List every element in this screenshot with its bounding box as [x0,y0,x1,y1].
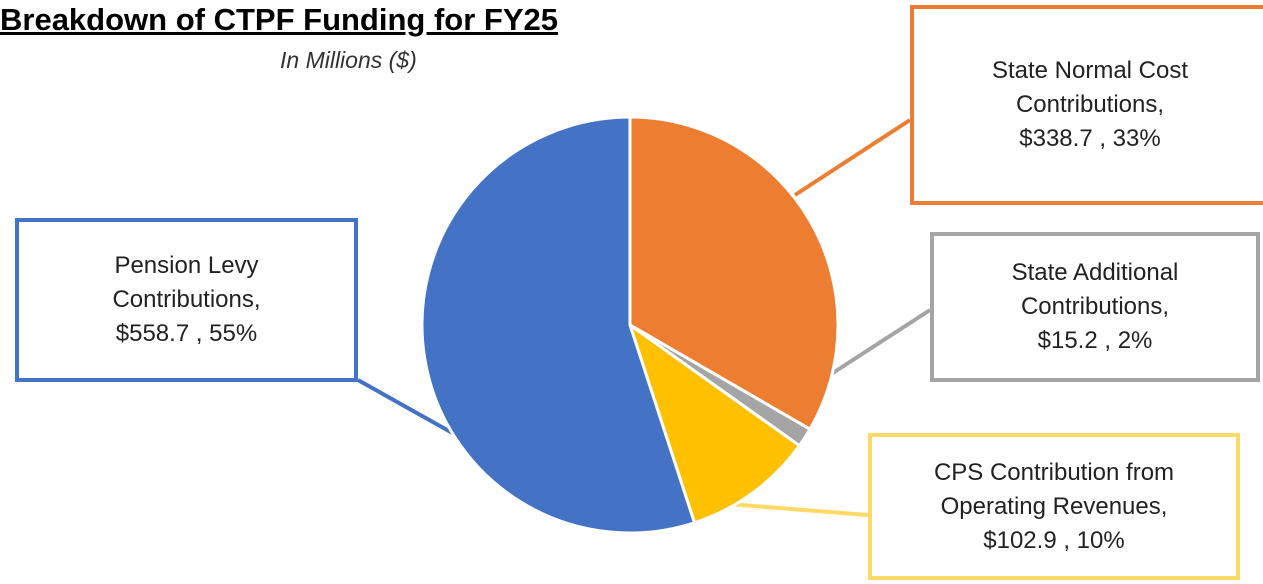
category-label: State Additional Contributions, [1011,259,1179,320]
pie-slice [628,115,840,432]
chart-title: Breakdown of CTPF Funding for FY25 [0,2,558,37]
pie-slice [420,115,697,535]
category-label: Pension Levy Contributions, [112,252,261,313]
label-box: State Normal Cost Contributions, $338.7 ,… [910,5,1263,205]
leader-line [793,118,912,197]
pie-slice [627,321,802,525]
leader-line [820,308,932,382]
category-label: CPS Contribution from Operating Revenues… [933,458,1175,520]
value-label: $338.7 , 33% [1019,125,1161,152]
value-label: $15.2 , 2% [1037,327,1153,354]
category-label: State Normal Cost Contributions, [991,57,1189,118]
value-label: $558.7 , 55% [115,320,258,347]
value-label: $102.9 , 10% [983,526,1125,554]
label-box: CPS Contribution from Operating Revenues… [868,433,1240,580]
leader-line [714,501,869,517]
chart-subtitle: In Millions ($) [280,47,417,73]
label-box: Pension Levy Contributions, $558.7 , 55% [15,218,358,382]
leader-line [357,378,466,442]
label-box: State Additional Contributions, $15.2 , 2… [930,232,1260,382]
